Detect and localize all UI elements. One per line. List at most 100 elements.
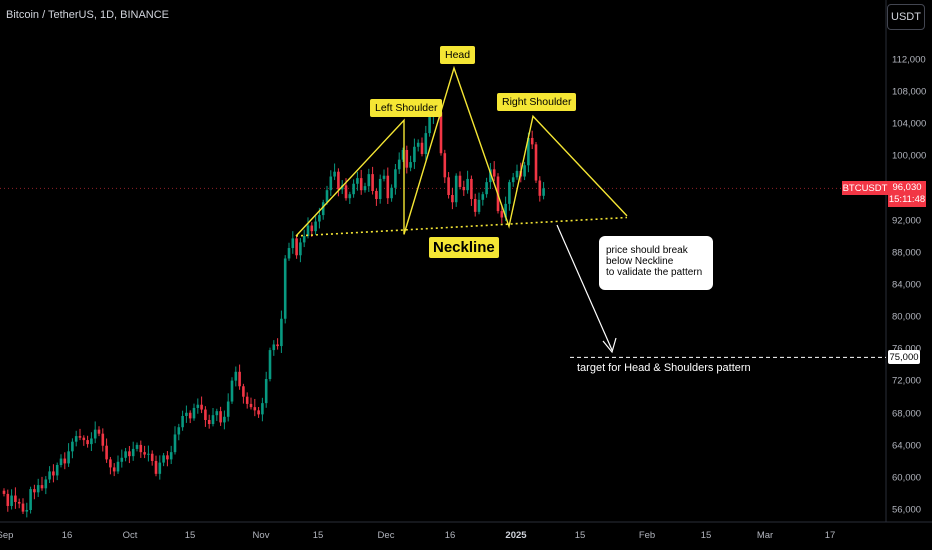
candle-body[interactable]	[382, 175, 386, 179]
candle-body[interactable]	[135, 444, 139, 449]
candle-body[interactable]	[314, 221, 317, 232]
candle-body[interactable]	[420, 142, 424, 155]
candle-body[interactable]	[82, 437, 86, 441]
candle-body[interactable]	[150, 453, 154, 461]
candle-body[interactable]	[97, 429, 101, 434]
head-label[interactable]: Head	[440, 46, 476, 64]
candle-body[interactable]	[405, 150, 409, 168]
candle-body[interactable]	[485, 182, 488, 195]
candle-body[interactable]	[25, 510, 29, 512]
candle-body[interactable]	[185, 412, 188, 416]
candle-body[interactable]	[489, 169, 492, 183]
candle-body[interactable]	[511, 177, 515, 183]
candle-body[interactable]	[451, 195, 454, 203]
neckline-label[interactable]: Neckline	[429, 237, 499, 258]
candle-body[interactable]	[477, 199, 481, 212]
candle-body[interactable]	[105, 445, 108, 460]
candle-body[interactable]	[306, 225, 310, 236]
candle-body[interactable]	[272, 344, 276, 351]
candle-body[interactable]	[192, 407, 196, 419]
candle-body[interactable]	[63, 458, 67, 464]
candle-body[interactable]	[280, 318, 283, 347]
candle-body[interactable]	[59, 458, 63, 465]
candle-body[interactable]	[249, 403, 253, 408]
candle-body[interactable]	[36, 485, 40, 493]
candle-body[interactable]	[93, 429, 97, 439]
candle-body[interactable]	[447, 177, 450, 195]
candle-body[interactable]	[348, 194, 352, 199]
candle-body[interactable]	[534, 144, 538, 181]
candle-body[interactable]	[454, 175, 458, 203]
candle-body[interactable]	[439, 112, 443, 154]
candle-body[interactable]	[40, 485, 44, 489]
candle-body[interactable]	[67, 451, 70, 464]
candle-body[interactable]	[6, 493, 10, 506]
candle-body[interactable]	[154, 460, 158, 474]
candle-body[interactable]	[245, 396, 249, 404]
candle-body[interactable]	[466, 178, 469, 191]
candle-body[interactable]	[109, 459, 112, 468]
candle-body[interactable]	[116, 461, 120, 472]
candle-body[interactable]	[428, 117, 431, 134]
candle-body[interactable]	[283, 258, 287, 319]
candle-body[interactable]	[71, 441, 74, 452]
candle-body[interactable]	[310, 225, 314, 232]
candle-body[interactable]	[462, 186, 466, 191]
candle-body[interactable]	[325, 190, 329, 203]
candle-body[interactable]	[299, 242, 302, 256]
candle-body[interactable]	[470, 178, 473, 200]
candle-body[interactable]	[527, 137, 530, 166]
candle-body[interactable]	[230, 380, 234, 402]
candle-body[interactable]	[128, 451, 131, 457]
candle-body[interactable]	[538, 180, 542, 196]
candle-body[interactable]	[74, 436, 78, 442]
right-shoulder-label[interactable]: Right Shoulder	[497, 93, 577, 111]
left-shoulder-label[interactable]: Left Shoulder	[370, 99, 443, 117]
candle-body[interactable]	[424, 133, 428, 155]
candle-body[interactable]	[481, 194, 485, 200]
candle-body[interactable]	[515, 170, 519, 178]
candle-body[interactable]	[530, 137, 534, 145]
candle-body[interactable]	[48, 471, 51, 480]
candle-body[interactable]	[44, 479, 48, 489]
candle-body[interactable]	[375, 190, 378, 200]
candle-body[interactable]	[264, 379, 268, 404]
candle-body[interactable]	[169, 452, 173, 460]
target-text[interactable]: target for Head & Shoulders pattern	[577, 362, 751, 374]
candle-body[interactable]	[21, 503, 25, 512]
candle-body[interactable]	[17, 501, 21, 504]
candle-body[interactable]	[29, 489, 32, 510]
candle-body[interactable]	[112, 467, 116, 472]
candle-body[interactable]	[401, 150, 405, 160]
candle-body[interactable]	[181, 415, 184, 428]
candle-body[interactable]	[90, 438, 93, 445]
candle-body[interactable]	[147, 453, 150, 455]
candle-body[interactable]	[188, 412, 192, 419]
candle-body[interactable]	[55, 465, 59, 476]
candle-body[interactable]	[177, 427, 181, 435]
candle-body[interactable]	[386, 175, 390, 199]
candle-body[interactable]	[124, 451, 127, 458]
candle-body[interactable]	[504, 203, 507, 218]
candle-body[interactable]	[397, 159, 401, 170]
candle-body[interactable]	[238, 371, 241, 387]
candle-body[interactable]	[329, 176, 333, 191]
candle-body[interactable]	[337, 171, 340, 190]
candle-body[interactable]	[33, 489, 36, 493]
candle-body[interactable]	[207, 420, 211, 425]
candle-body[interactable]	[204, 409, 207, 420]
head-shoulders-outline[interactable]	[295, 65, 628, 237]
candle-body[interactable]	[458, 175, 462, 187]
candle-body[interactable]	[211, 415, 215, 425]
candle-body[interactable]	[394, 169, 397, 188]
candle-body[interactable]	[242, 386, 245, 397]
candle-body[interactable]	[344, 185, 348, 199]
candle-body[interactable]	[318, 215, 321, 222]
candle-body[interactable]	[86, 440, 89, 445]
candle-body[interactable]	[219, 411, 222, 423]
candle-body[interactable]	[257, 410, 260, 415]
candle-body[interactable]	[276, 344, 279, 347]
candle-body[interactable]	[416, 142, 420, 147]
candle-body[interactable]	[352, 183, 355, 195]
